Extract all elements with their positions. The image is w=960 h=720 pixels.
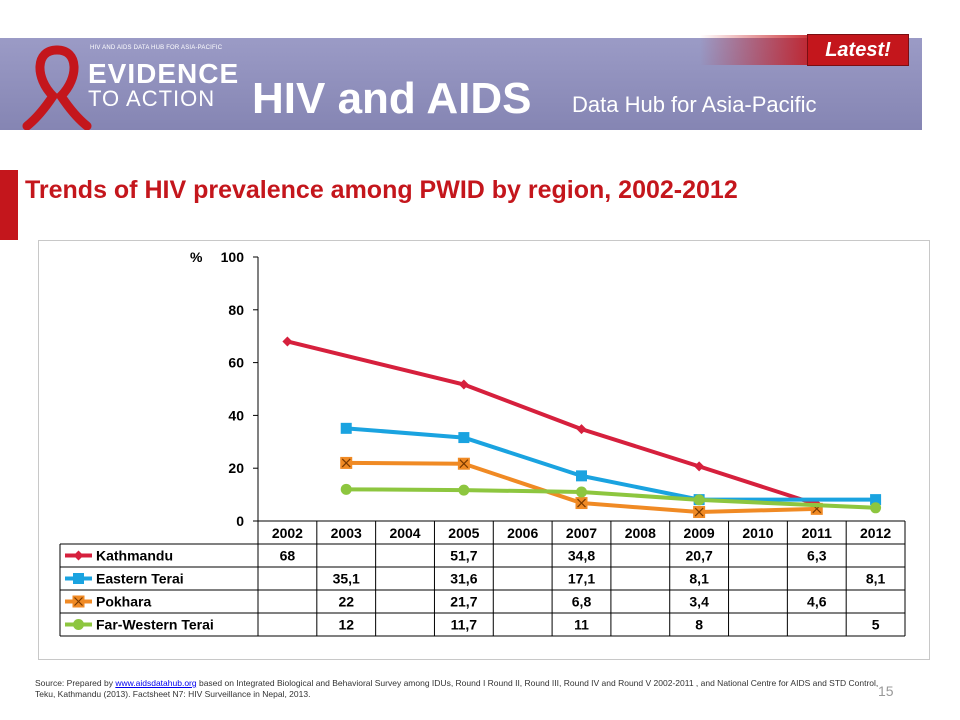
- series-line-kathmandu: [285, 339, 819, 507]
- evidence-to-action-logo[interactable]: [15, 38, 247, 130]
- data-label: 11,7: [451, 617, 478, 633]
- y-tick-label: 60: [228, 355, 244, 371]
- data-label: 21,7: [450, 594, 477, 610]
- source-link[interactable]: www.aidsdatahub.org: [115, 678, 197, 688]
- data-label: 35,1: [333, 571, 360, 587]
- y-tick-label: 0: [236, 513, 244, 529]
- legend-label: Pokhara: [96, 594, 151, 610]
- data-label: 6,3: [807, 548, 827, 564]
- x-tick-label: 2007: [566, 525, 597, 541]
- latest-badge-glow: [700, 35, 808, 65]
- source-text: based on Integrated Biological and Behav…: [35, 678, 879, 699]
- data-point-marker: [340, 483, 352, 495]
- data-point-marker-cross: [459, 459, 469, 469]
- latest-badge[interactable]: Latest!: [808, 35, 908, 65]
- data-point-marker: [458, 379, 469, 390]
- x-tick-label: 2012: [860, 525, 891, 541]
- x-tick-label: 2009: [684, 525, 715, 541]
- y-axis-title: %: [190, 249, 203, 265]
- data-label: 17,1: [568, 571, 595, 587]
- legend-label: Eastern Terai: [96, 571, 184, 587]
- red-ribbon-icon: [22, 45, 92, 130]
- y-tick-label: 40: [228, 407, 244, 423]
- slide-title-accent: [0, 170, 18, 240]
- data-point-marker: [576, 424, 587, 435]
- data-point-marker: [340, 422, 352, 434]
- header-title: HIV and AIDS: [252, 74, 532, 123]
- data-point-marker: [73, 573, 84, 584]
- logo-to-action: TO ACTION: [88, 86, 216, 111]
- y-tick-label: 80: [228, 302, 244, 318]
- y-tick-label: 100: [221, 249, 245, 265]
- data-point-marker: [73, 550, 84, 561]
- data-point-marker: [576, 470, 587, 482]
- data-label: 8,1: [689, 571, 709, 587]
- data-point-marker-cross: [694, 507, 704, 517]
- data-point-marker: [870, 494, 882, 506]
- data-point-marker: [73, 619, 84, 630]
- data-point-marker: [870, 502, 882, 514]
- x-tick-label: 2002: [272, 525, 303, 541]
- data-label: 51,7: [450, 548, 477, 564]
- data-label: 68: [280, 548, 296, 564]
- x-tick-label: 2006: [507, 525, 538, 541]
- data-point-marker-cross: [341, 458, 351, 468]
- data-label: 20,7: [686, 548, 713, 564]
- data-label: 4,6: [807, 594, 827, 610]
- x-tick-label: 2011: [802, 525, 833, 541]
- data-point-marker: [576, 486, 587, 498]
- legend-label: Far-Western Terai: [96, 617, 214, 633]
- y-tick-label: 20: [228, 460, 244, 476]
- data-label: 8,1: [866, 571, 886, 587]
- x-tick-label: 2003: [331, 525, 362, 541]
- data-point-marker: [693, 494, 705, 506]
- slide-title: Trends of HIV prevalence among PWID by r…: [25, 176, 738, 204]
- page-number: 15: [878, 683, 894, 699]
- data-point-marker: [282, 336, 293, 347]
- data-point-marker: [458, 484, 470, 496]
- header-subtitle: Data Hub for Asia-Pacific: [572, 92, 817, 117]
- data-label: 8: [695, 617, 703, 633]
- logo-evidence: EVIDENCE: [88, 58, 240, 89]
- data-label: 6,8: [572, 594, 592, 610]
- data-point-marker-cross: [577, 498, 586, 508]
- data-point-marker: [458, 432, 470, 444]
- x-tick-label: 2008: [625, 525, 656, 541]
- data-label: 11: [574, 617, 589, 633]
- data-point-marker: [694, 461, 705, 472]
- data-label: 12: [338, 617, 354, 633]
- data-label: 5: [872, 617, 880, 633]
- x-tick-label: 2005: [448, 525, 479, 541]
- x-tick-label: 2010: [742, 525, 773, 541]
- x-tick-label: 2004: [389, 525, 420, 541]
- logo-tagline: HIV AND AIDS DATA HUB FOR ASIA-PACIFIC: [90, 45, 223, 51]
- data-point-marker-cross: [74, 597, 83, 606]
- data-label: 3,4: [689, 594, 709, 610]
- data-label: 22: [338, 594, 354, 610]
- legend-label: Kathmandu: [96, 548, 173, 564]
- source-note: Source: Prepared by www.aidsdatahub.org …: [35, 678, 885, 700]
- source-prefix: Source: Prepared by: [35, 678, 116, 688]
- data-label: 31,6: [450, 571, 477, 587]
- data-label: 34,8: [568, 548, 595, 564]
